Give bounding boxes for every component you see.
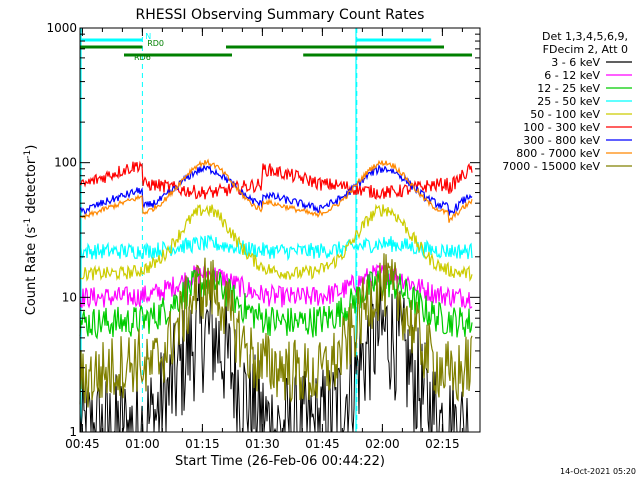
y-axis-label-sup1: -1	[23, 218, 33, 227]
y-tick-label: 1000	[46, 21, 77, 35]
y-axis-label-mid: detector	[24, 158, 39, 218]
flag-segment	[226, 45, 444, 49]
flag-segment	[303, 53, 472, 57]
x-tick-label: 02:15	[425, 437, 460, 451]
x-tick-label: 01:45	[305, 437, 340, 451]
series-line	[79, 160, 473, 200]
plot-area	[79, 28, 473, 433]
flag-segment	[356, 38, 432, 42]
flag-segment	[124, 53, 232, 57]
legend: Det 1,3,4,5,6,9,FDecim 2, Att 03 - 6 keV…	[502, 30, 632, 173]
x-axis-label: Start Time (26-Feb-06 00:44:22)	[175, 454, 385, 469]
y-axis-label-sup2: -1	[23, 150, 33, 159]
legend-header: Det 1,3,4,5,6,9,	[542, 30, 628, 43]
legend-entry-label: 100 - 300 keV	[523, 121, 600, 134]
y-axis-label-end: )	[24, 145, 39, 150]
x-tick-label: 00:45	[65, 437, 100, 451]
legend-entry-label: 6 - 12 keV	[544, 69, 600, 82]
flag-segment	[80, 45, 143, 49]
legend-entry-label: 25 - 50 keV	[537, 95, 600, 108]
flag-label: N	[145, 32, 151, 41]
y-axis-label: Count Rate (s-1 detector-1)	[23, 145, 39, 316]
series-line	[79, 158, 473, 223]
series-line	[79, 253, 473, 408]
y-tick-label: 1	[69, 425, 77, 439]
x-tick-label: 01:15	[185, 437, 220, 451]
legend-header: FDecim 2, Att 0	[543, 43, 628, 56]
legend-entry-label: 3 - 6 keV	[551, 56, 600, 69]
legend-entry-label: 50 - 100 keV	[530, 108, 600, 121]
series-line	[79, 164, 473, 216]
series-line	[79, 267, 473, 340]
y-tick-label: 10	[62, 290, 77, 304]
x-tick-label: 01:00	[125, 437, 160, 451]
y-tick-label: 100	[54, 156, 77, 170]
x-tick-label: 02:00	[365, 437, 400, 451]
series-line	[79, 203, 473, 282]
flag-label: RD0	[147, 39, 164, 48]
legend-entry-label: 300 - 800 keV	[523, 134, 600, 147]
timestamp: 14-Oct-2021 05:20	[560, 467, 636, 476]
series-line	[79, 233, 473, 262]
chart-title: RHESSI Observing Summary Count Rates	[136, 7, 425, 23]
plot-frame	[79, 27, 481, 433]
flag-label: RD6	[134, 53, 151, 62]
flag-segment	[80, 38, 143, 42]
y-axis-label-main: Count Rate (s	[24, 227, 39, 316]
legend-entry-label: 800 - 7000 keV	[516, 147, 600, 160]
axes: 00:45 01:00 01:15 01:30 01:45 02:00 02:15 1 10 10…	[46, 21, 480, 451]
legend-entry-label: 7000 - 15000 keV	[502, 160, 600, 173]
legend-entry-label: 12 - 25 keV	[537, 82, 600, 95]
x-tick-label: 01:30	[245, 437, 280, 451]
